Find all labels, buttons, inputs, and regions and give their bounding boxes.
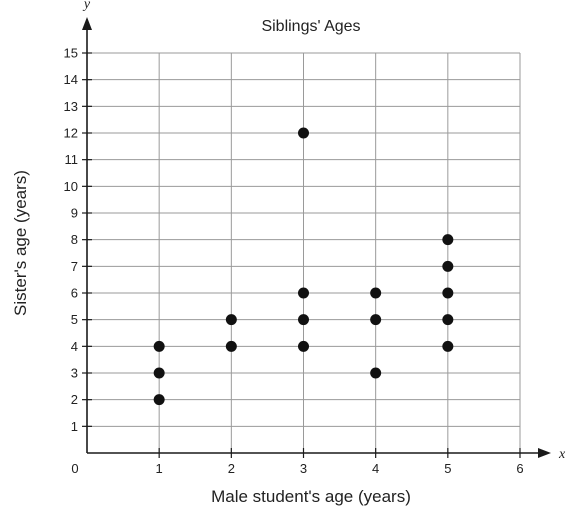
grid [87, 52, 521, 453]
data-point [153, 394, 165, 406]
chart-title: Siblings' Ages [261, 18, 360, 35]
y-tick-label: 12 [64, 126, 78, 141]
x-axis-letter: x [558, 447, 566, 462]
data-point [442, 340, 454, 352]
y-axis-letter: y [82, 0, 91, 12]
data-point [153, 340, 165, 352]
y-tick-label: 6 [71, 286, 78, 301]
x-tick-label: 6 [516, 461, 523, 476]
data-point [153, 367, 165, 379]
y-tick-label: 1 [71, 419, 78, 434]
x-axis-title: Male student's age (years) [211, 487, 411, 506]
data-point [370, 314, 382, 326]
data-point [225, 314, 237, 326]
data-point [298, 127, 309, 139]
y-axis-title: Sister's age (years) [11, 170, 30, 316]
data-point [225, 340, 237, 352]
y-tick-label: 8 [71, 232, 78, 247]
origin-label: 0 [71, 461, 78, 476]
data-point [442, 234, 454, 246]
data-point [298, 314, 309, 326]
y-tick-label: 5 [71, 312, 78, 327]
data-point [442, 287, 454, 299]
y-tick-label: 3 [71, 366, 78, 381]
y-tick-label: 4 [71, 339, 78, 354]
x-tick-label: 5 [444, 461, 451, 476]
y-tick-label: 2 [71, 392, 78, 407]
x-axis-arrow [538, 448, 551, 458]
data-point [370, 367, 382, 379]
x-tick-label: 2 [228, 461, 235, 476]
y-tick-label: 9 [71, 206, 78, 221]
y-tick-label: 7 [71, 259, 78, 274]
data-point [370, 287, 382, 299]
axes [82, 17, 551, 458]
y-axis-arrow [82, 17, 92, 30]
data-point [298, 340, 309, 352]
data-points [153, 127, 454, 406]
y-tick-label: 10 [64, 179, 78, 194]
y-tick-label: 13 [64, 99, 78, 114]
data-point [442, 260, 454, 272]
x-tick-label: 4 [372, 461, 379, 476]
y-tick-label: 11 [65, 152, 79, 167]
data-point [442, 314, 454, 326]
x-tick-label: 1 [156, 461, 163, 476]
y-tick-label: 14 [64, 72, 78, 87]
data-point [298, 287, 309, 299]
x-tick-label: 3 [300, 461, 307, 476]
y-tick-label: 15 [64, 46, 78, 61]
labels: Siblings' Ages Male student's age (years… [11, 0, 566, 506]
